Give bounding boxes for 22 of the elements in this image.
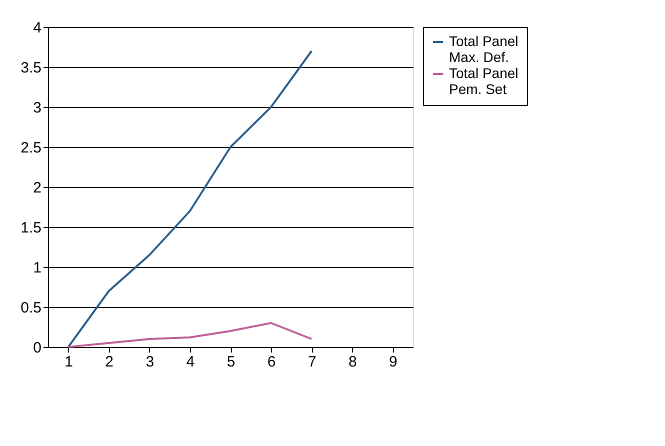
x-tick-label: 8 (348, 354, 357, 370)
y-tick-label: 0.5 (20, 300, 42, 316)
y-tick-label: 1.5 (20, 220, 42, 236)
x-tick-label: 6 (267, 354, 276, 370)
line-series (67, 322, 313, 348)
x-tick-label: 9 (389, 354, 398, 370)
x-tick-label: 4 (186, 354, 195, 370)
y-tick-label: 0 (33, 340, 42, 356)
y-tick-label: 4 (33, 20, 42, 36)
legend-label: Total Panel Max. Def. (449, 33, 518, 65)
x-tick-label: 3 (146, 354, 154, 370)
y-tick-label: 1 (33, 260, 42, 276)
x-tick-label: 5 (226, 354, 236, 370)
y-tick-label: 3 (33, 100, 42, 116)
legend-label: Total Panel Pem. Set (449, 65, 518, 97)
y-tick-label: 2.5 (20, 140, 42, 156)
y-tick-label: 3.5 (20, 60, 42, 76)
x-tick-label: 2 (105, 354, 114, 370)
x-tick-label: 1 (64, 354, 73, 370)
y-tick-label: 2 (33, 180, 42, 196)
x-tick-label: 7 (308, 354, 316, 370)
line-series (67, 50, 313, 348)
